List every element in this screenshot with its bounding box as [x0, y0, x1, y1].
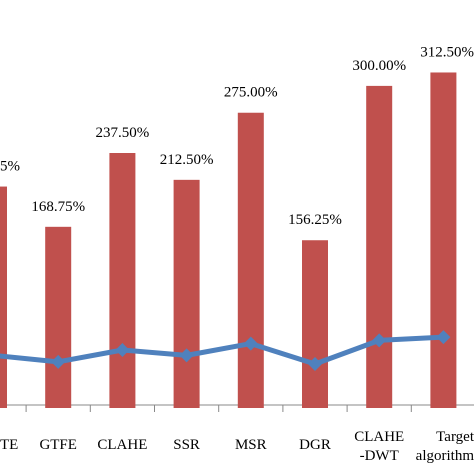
line-marker [115, 343, 130, 358]
bar [237, 112, 264, 408]
x-tick-label: CLAHE -DWT [354, 429, 404, 464]
value-label: 312.50% [420, 44, 474, 60]
value-label: 300.00% [352, 58, 406, 74]
x-tick-label: DGR [299, 437, 331, 453]
bar [366, 85, 393, 408]
line-series [0, 334, 444, 367]
x-tick-label: MSR [235, 437, 267, 453]
bar [173, 179, 200, 408]
bar [109, 153, 136, 408]
bar [430, 72, 457, 408]
value-label: 275.00% [224, 85, 278, 101]
x-tick-label: CLAHE [97, 437, 147, 453]
line-marker [308, 356, 322, 371]
line-marker [436, 330, 451, 345]
value-label: 5% [0, 159, 20, 175]
bar [302, 240, 328, 408]
bar [0, 186, 7, 408]
value-label: 212.50% [160, 152, 214, 168]
x-tick-label: Target algorithm [416, 429, 474, 464]
x-tick-label: TE [0, 437, 18, 453]
value-label: 168.75% [31, 199, 85, 215]
line-marker [243, 336, 258, 351]
value-label: 156.25% [288, 212, 342, 228]
line-marker [0, 354, 1, 357]
x-tick-label: GTFE [39, 437, 77, 453]
line-marker [372, 333, 387, 348]
bar [45, 226, 72, 408]
line-marker [179, 348, 194, 363]
line-marker [51, 354, 66, 369]
x-tick-label: SSR [173, 437, 200, 453]
value-label: 237.50% [96, 125, 150, 141]
